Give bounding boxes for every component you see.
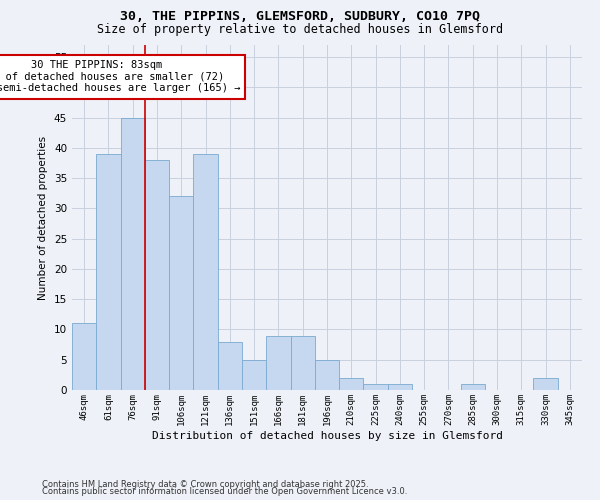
Bar bbox=[364, 384, 388, 390]
Bar bbox=[266, 336, 290, 390]
Text: 30 THE PIPPINS: 83sqm
← 30% of detached houses are smaller (72)
70% of semi-deta: 30 THE PIPPINS: 83sqm ← 30% of detached … bbox=[0, 60, 240, 94]
Bar bbox=[121, 118, 145, 390]
Bar bbox=[169, 196, 193, 390]
Bar bbox=[461, 384, 485, 390]
X-axis label: Distribution of detached houses by size in Glemsford: Distribution of detached houses by size … bbox=[151, 430, 503, 440]
Bar bbox=[218, 342, 242, 390]
Bar bbox=[193, 154, 218, 390]
Bar bbox=[388, 384, 412, 390]
Bar bbox=[290, 336, 315, 390]
Text: Size of property relative to detached houses in Glemsford: Size of property relative to detached ho… bbox=[97, 22, 503, 36]
Bar bbox=[145, 160, 169, 390]
Text: Contains HM Land Registry data © Crown copyright and database right 2025.: Contains HM Land Registry data © Crown c… bbox=[42, 480, 368, 489]
Bar bbox=[72, 324, 96, 390]
Bar bbox=[242, 360, 266, 390]
Bar bbox=[533, 378, 558, 390]
Text: 30, THE PIPPINS, GLEMSFORD, SUDBURY, CO10 7PQ: 30, THE PIPPINS, GLEMSFORD, SUDBURY, CO1… bbox=[120, 10, 480, 23]
Bar bbox=[96, 154, 121, 390]
Bar bbox=[315, 360, 339, 390]
Text: Contains public sector information licensed under the Open Government Licence v3: Contains public sector information licen… bbox=[42, 487, 407, 496]
Bar bbox=[339, 378, 364, 390]
Y-axis label: Number of detached properties: Number of detached properties bbox=[38, 136, 49, 300]
